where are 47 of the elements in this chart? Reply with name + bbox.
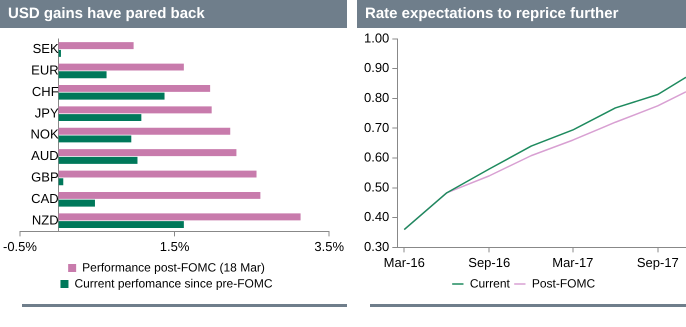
bar — [58, 149, 236, 156]
y-tick-label: 0.80 — [364, 90, 390, 105]
y-tick-label: GBP — [31, 169, 59, 184]
legend-label: Post-FOMC — [532, 276, 596, 290]
bar — [58, 106, 212, 114]
x-tick-label: Sep-17 — [636, 254, 679, 270]
y-tick-label: NZD — [32, 212, 59, 228]
y-tick-label: 0.50 — [364, 179, 390, 194]
bar — [58, 135, 132, 142]
bar — [58, 178, 64, 186]
legend-label: Current perfomance since pre-FOMC — [74, 276, 273, 290]
x-tick-label: Sep-16 — [468, 254, 510, 270]
bar — [58, 170, 257, 178]
legend-label: Current — [470, 276, 511, 290]
x-tick-label: Mar-17 — [552, 254, 594, 270]
bar — [58, 213, 301, 220]
bar — [58, 71, 107, 78]
y-tick-label: 0.60 — [364, 150, 390, 165]
y-tick-label: JPY — [34, 105, 59, 120]
y-tick-label: 0.40 — [364, 209, 390, 224]
y-tick-label: 0.70 — [364, 120, 390, 135]
y-tick-label: 0.90 — [364, 60, 390, 76]
bar — [58, 92, 165, 100]
bar — [58, 42, 134, 50]
x-tick-label: 1.5% — [160, 238, 190, 254]
legend-label: Performance post-FOMC (18 Mar) — [82, 260, 265, 274]
y-tick-label: AUD — [31, 148, 59, 164]
chart-title: Rate expectations to reprice further — [357, 0, 686, 28]
bar — [58, 114, 142, 122]
chart-title: USD gains have pared back — [0, 0, 347, 28]
y-tick-label: CAD — [31, 190, 59, 206]
y-tick-label: 0.30 — [364, 238, 390, 254]
y-tick-label: EUR — [31, 62, 59, 78]
x-tick-label: 3.5% — [314, 238, 344, 254]
bar — [58, 221, 184, 228]
bar — [58, 156, 138, 164]
bar — [58, 84, 210, 92]
y-tick-label: 1.00 — [364, 30, 390, 46]
y-tick-label: CHF — [32, 84, 59, 99]
bar — [58, 64, 184, 71]
x-tick-label: -0.5% — [2, 238, 38, 254]
y-tick-label: NOK — [30, 126, 59, 142]
x-tick-label: Mar-16 — [384, 254, 425, 270]
bar — [58, 192, 260, 199]
bar — [58, 128, 230, 135]
y-tick-label: SEK — [32, 41, 59, 56]
bar — [58, 200, 95, 207]
